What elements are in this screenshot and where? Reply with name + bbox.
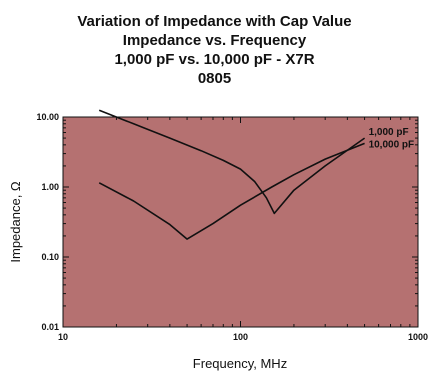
title-line-1: Variation of Impedance with Cap Value — [77, 13, 351, 30]
x-tick-label: 10 — [58, 332, 68, 342]
y-tick-label: 0.01 — [41, 322, 59, 332]
y-tick-label: 0.10 — [41, 252, 59, 262]
series-label: 10,000 pF — [369, 139, 415, 150]
y-axis-label: Impedance, Ω — [8, 181, 23, 263]
series-label: 1,000 pF — [369, 127, 409, 138]
title-line-3: 1,000 pF vs. 10,000 pF - X7R — [114, 51, 314, 68]
series-lines — [98, 109, 366, 240]
title-line-4: 0805 — [198, 70, 231, 87]
series-line — [98, 109, 366, 215]
y-tick-label: 10.00 — [36, 112, 59, 122]
title-line-2: Impedance vs. Frequency — [123, 32, 307, 49]
x-tick-label: 1000 — [408, 332, 428, 342]
tick-labels: 10 100 1000 0.01 0.10 1.00 10.00 — [36, 112, 428, 342]
axis-ticks — [62, 117, 418, 328]
y-tick-label: 1.00 — [41, 182, 59, 192]
plot-area — [62, 116, 419, 328]
series-line — [98, 142, 365, 240]
x-axis-label: Frequency, MHz — [193, 356, 287, 371]
x-tick-label: 100 — [233, 332, 248, 342]
chart-title: Variation of Impedance with Cap Value Im… — [77, 13, 351, 87]
